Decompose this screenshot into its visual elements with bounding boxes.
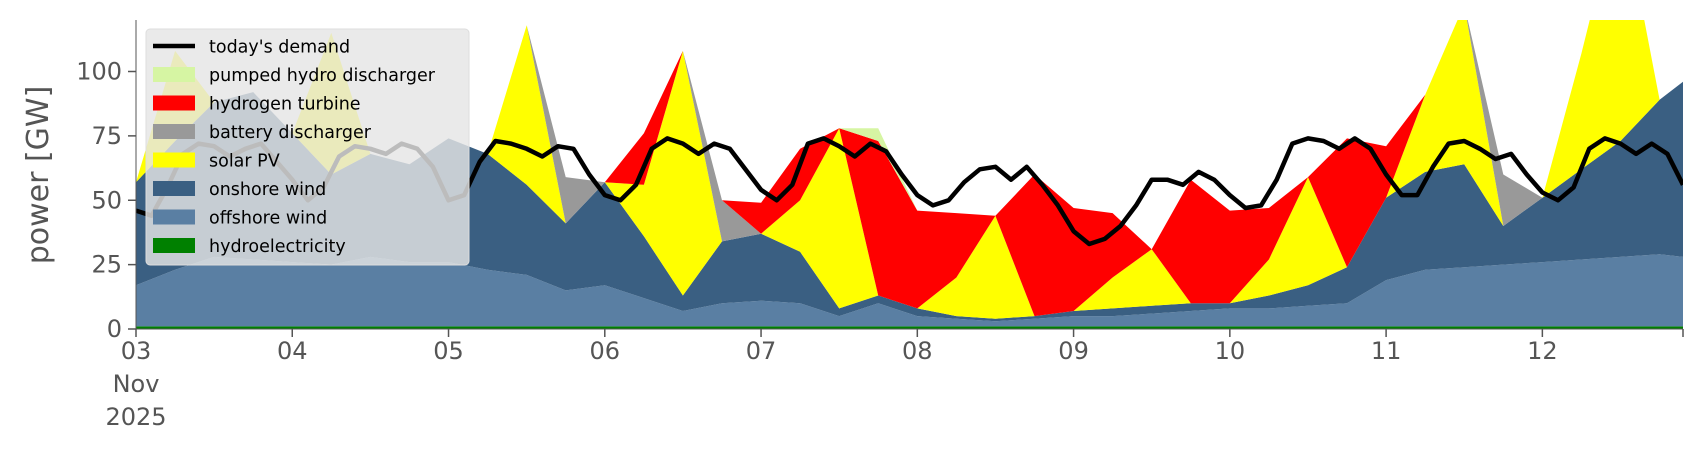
legend-swatch-offshore-wind — [153, 209, 195, 225]
legend-box — [145, 28, 470, 266]
legend-label-pumped-hydro-discharger: pumped hydro discharger — [209, 66, 436, 86]
y-ticks: 0 25 50 75 100 — [76, 58, 136, 343]
x-tick-label: 10 — [1215, 337, 1246, 365]
x-tick-label: Nov — [113, 370, 160, 398]
legend-label-today-s-demand: today's demand — [209, 38, 350, 58]
area-hydroelectricity — [136, 326, 1683, 329]
area-offshore-wind — [136, 254, 1683, 327]
legend-label-solar-pv: solar PV — [209, 152, 280, 172]
y-tick-label: 50 — [91, 186, 122, 214]
x-tick-label: 07 — [746, 337, 777, 365]
x-tick-label: 09 — [1058, 337, 1089, 365]
legend-swatch-battery-discharger — [153, 124, 195, 139]
legend-label-hydroelectricity: hydroelectricity — [209, 237, 346, 257]
x-tick-label: 06 — [590, 337, 621, 365]
y-tick-label: 0 — [107, 315, 122, 343]
y-axis-title: power [GW] — [21, 86, 56, 265]
x-tick-label: 05 — [433, 337, 464, 365]
y-tick-label: 25 — [91, 251, 122, 279]
legend-swatch-onshore-wind — [153, 181, 195, 196]
legend-label-battery-discharger: battery discharger — [209, 123, 372, 143]
x-tick-label: 03 — [121, 337, 152, 365]
legend-swatch-pumped-hydro-discharger — [153, 67, 195, 82]
legend-swatch-hydroelectricity — [153, 238, 195, 253]
legend-label-onshore-wind: onshore wind — [209, 180, 326, 200]
legend-swatch-solar-pv — [153, 152, 195, 168]
axes: 0 25 50 75 100 03 Nov 2025 04 05 06 07 08 09 10 11 12 p… — [21, 20, 1684, 431]
legend-label-hydrogen-turbine: hydrogen turbine — [209, 95, 361, 115]
legend-label-offshore-wind: offshore wind — [209, 209, 327, 229]
x-tick-label: 12 — [1527, 337, 1558, 365]
area-onshore-wind — [136, 81, 1683, 322]
legend-items: today's demand pumped hydro discharger hyd… — [153, 38, 436, 257]
x-tick-label: 04 — [277, 337, 308, 365]
x-tick-label: 11 — [1371, 337, 1402, 365]
legend: today's demand pumped hydro discharger hyd… — [145, 28, 470, 266]
x-tick-label: 2025 — [105, 403, 166, 431]
area-solar-pv — [136, 20, 1683, 319]
x-tick-label: 08 — [902, 337, 933, 365]
x-ticks: 03 Nov 2025 04 05 06 07 08 09 10 11 12 — [105, 329, 1684, 431]
area-hydrogen-turbine — [136, 20, 1683, 317]
area-stack — [136, 20, 1683, 329]
y-tick-label: 75 — [91, 122, 122, 150]
y-tick-label: 100 — [76, 58, 122, 86]
legend-swatch-hydrogen-turbine — [153, 95, 195, 111]
